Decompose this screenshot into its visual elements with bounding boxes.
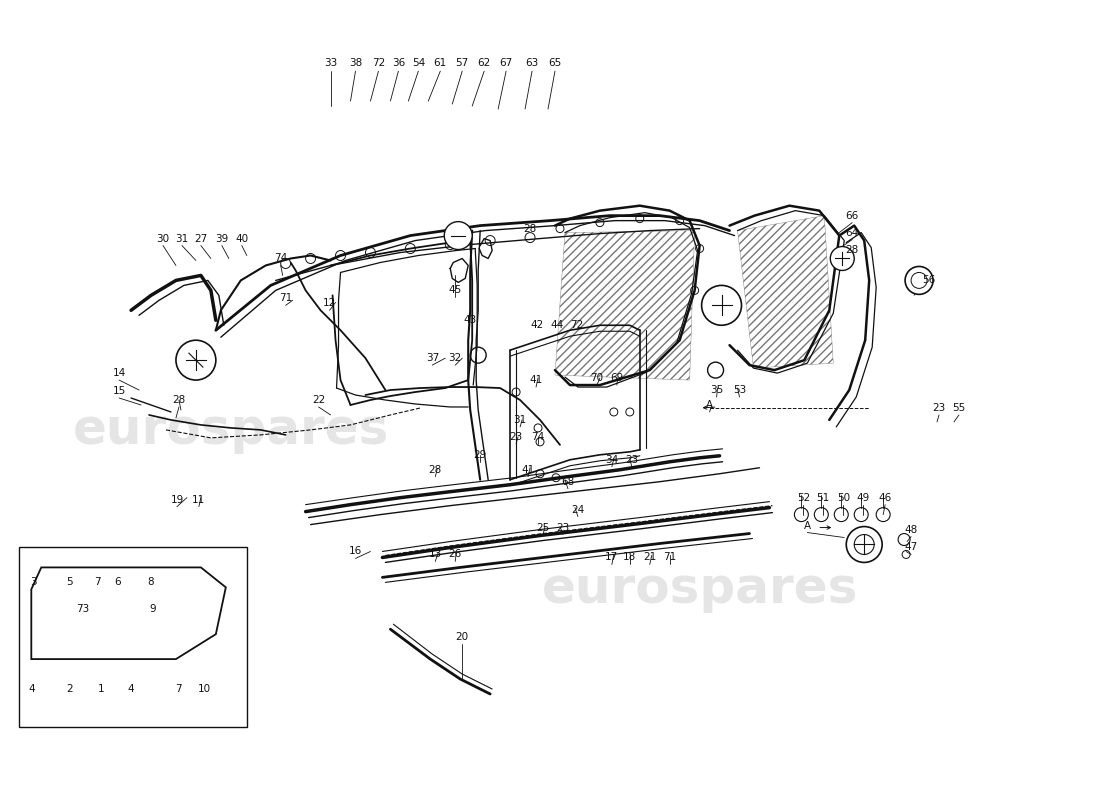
Text: 72: 72 — [372, 58, 385, 68]
Text: 66: 66 — [846, 210, 859, 221]
Polygon shape — [31, 567, 226, 659]
Text: A: A — [804, 521, 811, 530]
Text: 14: 14 — [112, 368, 125, 378]
Text: 1: 1 — [98, 684, 104, 694]
Circle shape — [830, 246, 855, 270]
Text: 72: 72 — [570, 320, 584, 330]
Text: 55: 55 — [953, 403, 966, 413]
Text: 67: 67 — [499, 58, 513, 68]
Text: 28: 28 — [846, 245, 859, 254]
Text: 26: 26 — [449, 550, 462, 559]
Text: 23: 23 — [557, 522, 570, 533]
Text: 28: 28 — [429, 465, 442, 474]
Text: 49: 49 — [857, 493, 870, 502]
Circle shape — [702, 286, 741, 326]
Text: 8: 8 — [147, 578, 154, 587]
Text: 35: 35 — [710, 385, 723, 395]
Text: 16: 16 — [349, 546, 362, 557]
Text: 63: 63 — [526, 58, 539, 68]
Text: 23: 23 — [509, 432, 522, 442]
Text: 21: 21 — [644, 553, 657, 562]
Text: 48: 48 — [904, 525, 917, 534]
Text: 12: 12 — [323, 298, 337, 308]
Circle shape — [846, 526, 882, 562]
Text: 28: 28 — [524, 223, 537, 234]
Text: 71: 71 — [663, 553, 676, 562]
Text: 38: 38 — [349, 58, 362, 68]
Text: 13: 13 — [429, 550, 442, 559]
Text: 74: 74 — [274, 254, 287, 263]
Text: 18: 18 — [624, 553, 637, 562]
Text: eurospares: eurospares — [541, 566, 858, 614]
Text: 23: 23 — [625, 454, 638, 465]
Text: 41: 41 — [521, 465, 535, 474]
Text: 2: 2 — [66, 684, 73, 694]
Text: 47: 47 — [904, 542, 917, 553]
Text: 43: 43 — [463, 315, 476, 326]
Text: 15: 15 — [112, 386, 125, 396]
Text: 52: 52 — [796, 493, 810, 502]
Text: 6: 6 — [113, 578, 120, 587]
Text: 61: 61 — [433, 58, 447, 68]
Text: 28: 28 — [173, 395, 186, 405]
Text: 40: 40 — [235, 234, 249, 243]
Text: 27: 27 — [195, 234, 208, 243]
Text: 57: 57 — [455, 58, 469, 68]
Text: 9: 9 — [150, 604, 156, 614]
Text: 37: 37 — [426, 353, 439, 363]
Text: 23: 23 — [933, 403, 946, 413]
Text: 54: 54 — [411, 58, 425, 68]
Text: 46: 46 — [879, 493, 892, 502]
Circle shape — [905, 266, 933, 294]
Text: 7: 7 — [175, 684, 182, 694]
Text: 70: 70 — [591, 373, 604, 383]
Text: 74: 74 — [531, 432, 544, 442]
Text: 19: 19 — [170, 494, 184, 505]
Text: 71: 71 — [279, 294, 293, 303]
Text: 44: 44 — [550, 320, 563, 330]
Text: 33: 33 — [323, 58, 338, 68]
Text: 29: 29 — [474, 450, 487, 460]
Text: eurospares: eurospares — [73, 406, 389, 454]
Text: 56: 56 — [923, 275, 936, 286]
Circle shape — [444, 222, 472, 250]
Text: 17: 17 — [605, 553, 618, 562]
Text: 42: 42 — [530, 320, 543, 330]
Text: 4: 4 — [28, 684, 34, 694]
Text: 31: 31 — [175, 234, 188, 243]
Text: 10: 10 — [198, 684, 211, 694]
Text: 25: 25 — [537, 522, 550, 533]
Text: 30: 30 — [156, 234, 169, 243]
Text: 62: 62 — [477, 58, 491, 68]
Text: 41: 41 — [529, 375, 542, 385]
Text: 34: 34 — [605, 454, 618, 465]
Text: 53: 53 — [733, 385, 746, 395]
Text: 22: 22 — [312, 395, 326, 405]
Text: 64: 64 — [846, 227, 859, 238]
Text: 73: 73 — [77, 604, 90, 614]
Text: 20: 20 — [455, 632, 469, 642]
Text: 50: 50 — [837, 493, 850, 502]
Text: 68: 68 — [561, 477, 574, 486]
Circle shape — [176, 340, 216, 380]
Text: 31: 31 — [514, 415, 527, 425]
Text: 65: 65 — [549, 58, 562, 68]
Text: 69: 69 — [610, 373, 624, 383]
Text: 4: 4 — [128, 684, 134, 694]
Text: 7: 7 — [94, 578, 100, 587]
Text: 32: 32 — [449, 353, 462, 363]
Text: 5: 5 — [66, 578, 73, 587]
Text: 3: 3 — [30, 578, 36, 587]
Text: 45: 45 — [449, 286, 462, 295]
Text: 36: 36 — [392, 58, 405, 68]
Text: 39: 39 — [216, 234, 229, 243]
Text: A: A — [706, 400, 713, 410]
FancyBboxPatch shape — [20, 547, 246, 727]
Text: 11: 11 — [192, 494, 206, 505]
Text: 24: 24 — [571, 505, 584, 514]
Text: 51: 51 — [816, 493, 829, 502]
